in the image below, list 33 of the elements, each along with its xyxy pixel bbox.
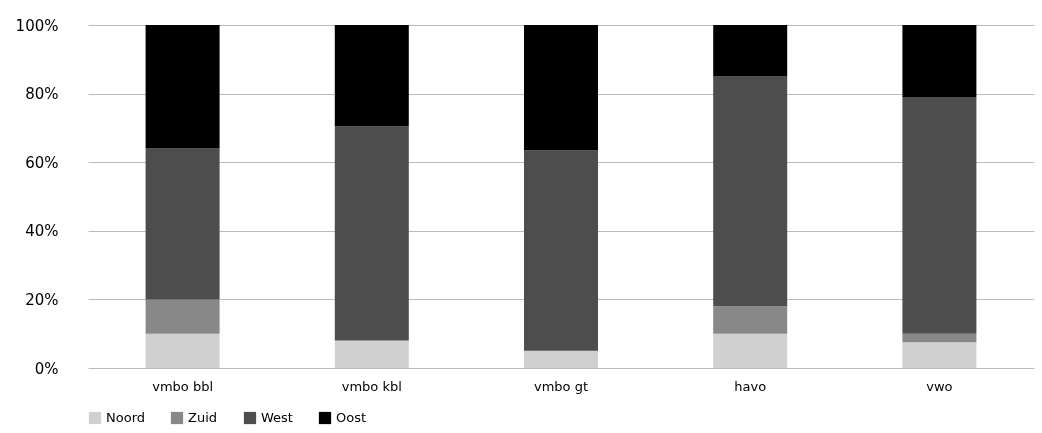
bar [334,340,409,368]
y-tick-label: 60% [25,153,59,172]
y-tick-label: 20% [25,290,59,309]
x-tick-label: vmbo gt [533,378,589,394]
bar [145,148,220,300]
bar [713,333,788,368]
bar [524,25,598,151]
bar [713,76,788,307]
bar [524,150,598,351]
x-tick-label: vmbo bbl [152,378,214,394]
bar [902,97,977,334]
bar [902,342,977,368]
x-tick-label: havo [734,378,767,394]
bar [334,25,409,127]
bar [334,126,409,341]
legend-label: Zuid [188,410,218,425]
legend-label: Oost [336,410,367,425]
legend-label: West [261,410,293,425]
bar [145,25,220,149]
bar [145,333,220,368]
x-tick-label: vwo [926,378,953,394]
y-tick-label: 80% [25,85,59,104]
bar [713,25,788,77]
bar [524,350,598,368]
y-tick-label: 40% [25,222,59,241]
x-tick-label: vmbo kbl [341,378,402,394]
legend-label: Noord [106,410,145,425]
bar [902,333,977,343]
y-tick-label: 100% [15,16,59,35]
y-tick-label: 0% [34,359,59,378]
bar [713,306,788,334]
bar [902,25,977,98]
bar [145,299,220,334]
